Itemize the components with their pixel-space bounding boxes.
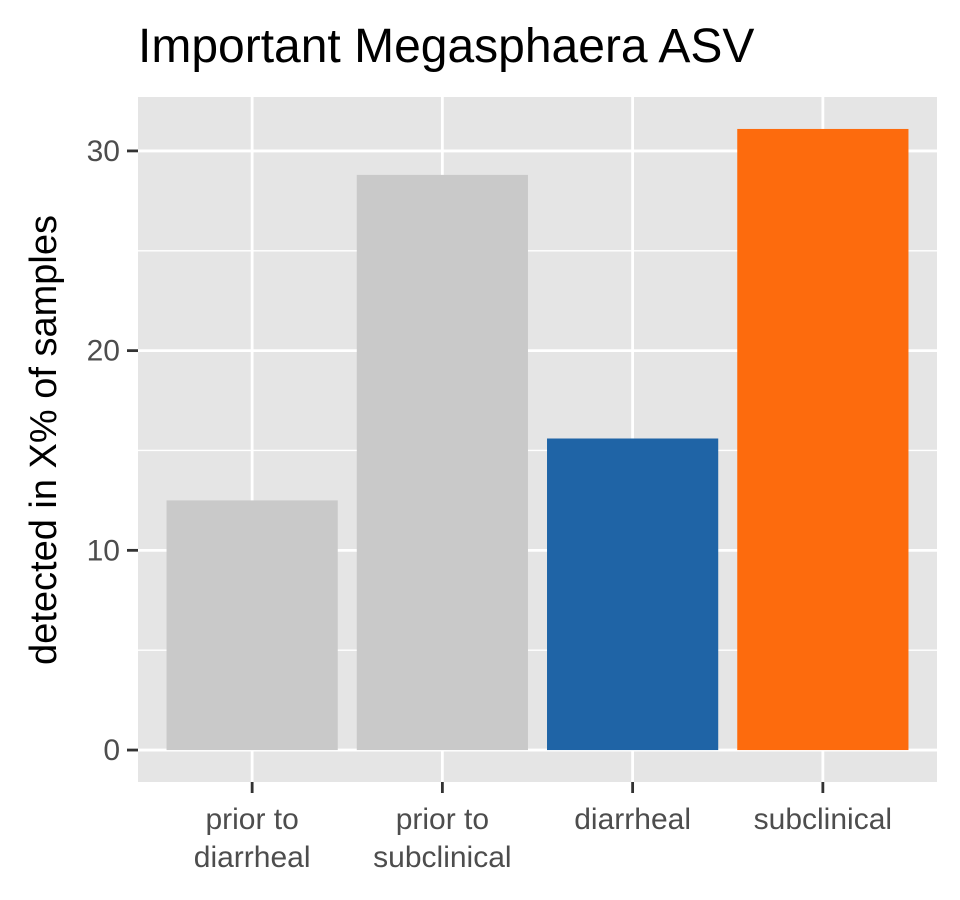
bars — [166, 128, 909, 751]
chart-title: Important Megasphaera ASV — [138, 20, 754, 73]
y-tick-label: 30 — [87, 135, 120, 168]
y-axis-ticks: 0 10 20 30 — [87, 135, 138, 767]
x-tick-label: prior to diarrheal — [194, 803, 311, 874]
bar — [356, 174, 528, 751]
bar — [737, 128, 909, 751]
x-tick-label: subclinical — [754, 803, 892, 836]
y-tick-label: 0 — [103, 734, 120, 767]
x-tick-label: prior to subclinical — [373, 803, 511, 874]
x-axis-ticks: prior to diarrheal prior to subclinical diar… — [194, 782, 892, 874]
y-axis-label: detected in X% of samples — [23, 215, 65, 665]
bar — [547, 438, 719, 751]
y-tick-label: 10 — [87, 534, 120, 567]
bar — [166, 500, 338, 751]
y-tick-label: 20 — [87, 335, 120, 368]
x-tick-label: diarrheal — [574, 803, 691, 836]
